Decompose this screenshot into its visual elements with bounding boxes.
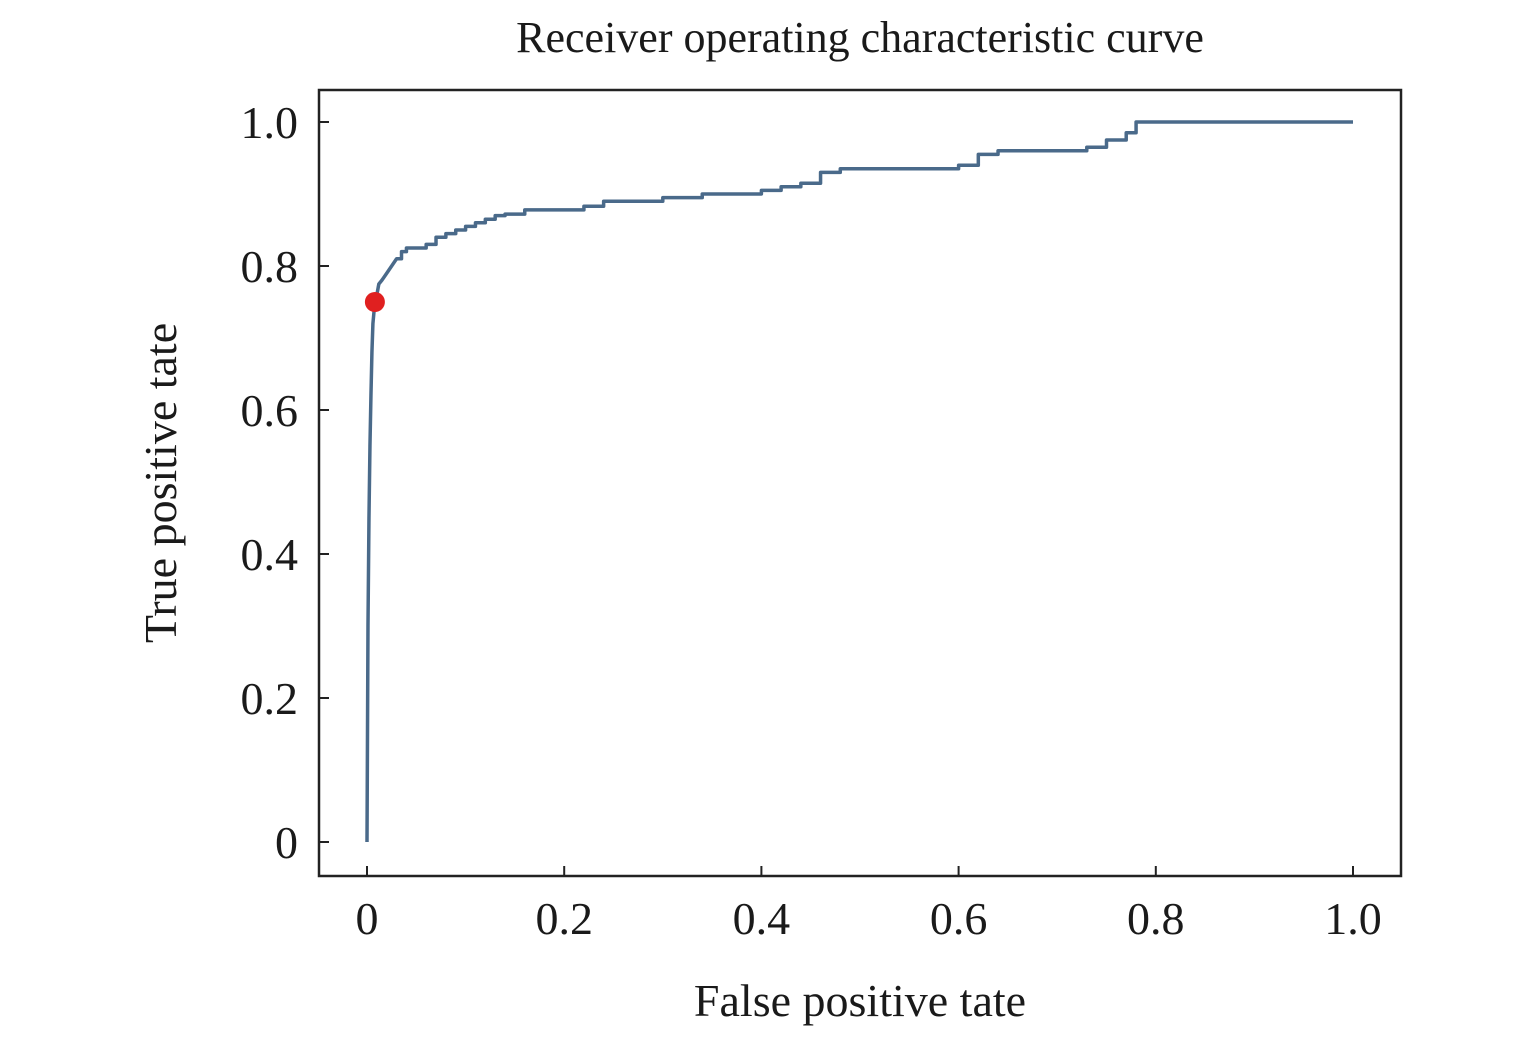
y-tick-label: 0 [275, 817, 298, 868]
chart-title: Receiver operating characteristic curve [516, 13, 1204, 62]
x-tick-label: 0.4 [733, 893, 791, 944]
x-tick-label: 0.2 [535, 893, 593, 944]
y-tick-label: 1.0 [241, 97, 299, 148]
y-axis-ticks: 0 0.2 0.4 0.6 0.8 1.0 [241, 97, 329, 868]
y-tick-label: 0.4 [241, 529, 299, 580]
x-axis-label: False positive tate [694, 975, 1026, 1026]
x-tick-label: 0.8 [1127, 893, 1185, 944]
x-tick-label: 0 [356, 893, 379, 944]
y-axis-label: True positive tate [135, 323, 186, 643]
roc-series [365, 120, 1353, 843]
y-tick-label: 0.6 [241, 385, 299, 436]
x-tick-label: 1.0 [1324, 893, 1382, 944]
y-tick-label: 0.2 [241, 673, 299, 724]
roc-curve-line [365, 120, 1353, 843]
x-axis-ticks: 0 0.2 0.4 0.6 0.8 1.0 [356, 866, 1382, 944]
highlight-marker-group [364, 292, 385, 312]
x-tick-label: 0.6 [930, 893, 988, 944]
plot-area-frame [317, 88, 1403, 878]
optimal-point-marker [364, 292, 385, 312]
y-tick-label: 0.8 [241, 241, 299, 292]
